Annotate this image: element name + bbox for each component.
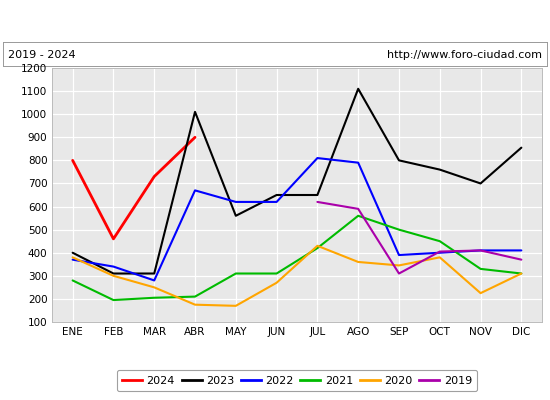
- Text: 2019 - 2024: 2019 - 2024: [8, 50, 76, 60]
- Text: Evolucion Nº Turistas Extranjeros en el municipio de Alcántara: Evolucion Nº Turistas Extranjeros en el …: [67, 14, 483, 28]
- Legend: 2024, 2023, 2022, 2021, 2020, 2019: 2024, 2023, 2022, 2021, 2020, 2019: [117, 370, 477, 391]
- Text: http://www.foro-ciudad.com: http://www.foro-ciudad.com: [387, 50, 542, 60]
